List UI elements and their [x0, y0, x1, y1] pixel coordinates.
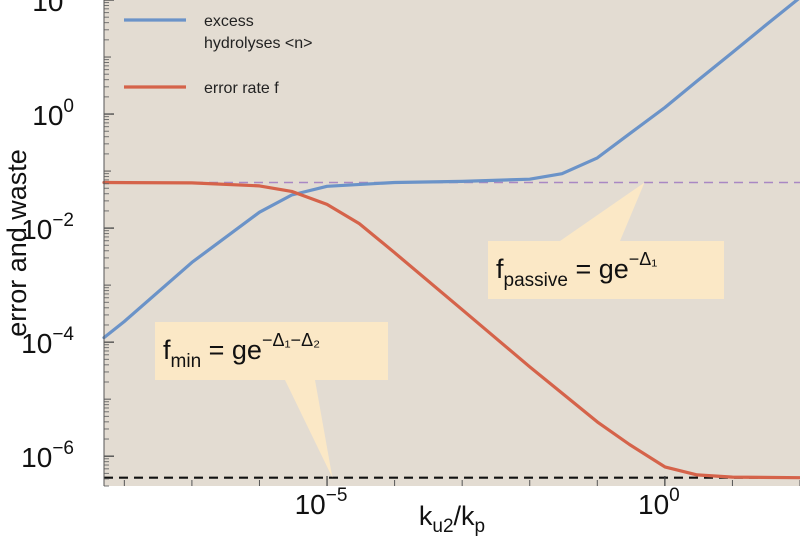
legend-label: excess [204, 13, 254, 30]
series-line-excess-hydrolyses [102, 0, 800, 340]
axes: 10−6 10−4 10−2 100 102 10−5 100 [21, 0, 800, 520]
y-tick-label: 10−2 [21, 210, 74, 245]
series-line-error-rate [102, 180, 800, 480]
legend-label: hydrolyses <n> [204, 35, 313, 52]
series-layer [102, 0, 800, 480]
y-axis-label: error and waste [2, 149, 32, 337]
y-tick-label: 10−6 [21, 438, 74, 473]
legend-entry: excess hydrolyses <n> [124, 13, 313, 52]
legend: excess hydrolyses <n> error rate f [124, 13, 313, 97]
annotation-pointer [560, 182, 645, 241]
x-tick-label: 10−5 [295, 485, 348, 520]
y-tick-label: 100 [32, 96, 74, 131]
annotation-box [488, 241, 724, 299]
legend-label: error rate f [204, 80, 279, 97]
x-axis-label: ku2/kp [419, 501, 485, 537]
annotation-box [155, 322, 388, 380]
annotations: fpassive = ge−Δ₁ fmin = ge−Δ₁−Δ₂ [155, 182, 724, 478]
y-tick-label: 10−4 [21, 324, 74, 359]
annotation-pointer [285, 380, 333, 478]
annotation-label: fpassive = ge−Δ₁ [496, 249, 657, 291]
annotation-label: fmin = ge−Δ₁−Δ₂ [163, 330, 320, 372]
annotation-f-min: fmin = ge−Δ₁−Δ₂ [155, 322, 388, 478]
annotation-f-passive: fpassive = ge−Δ₁ [488, 182, 724, 299]
x-tick-label: 100 [638, 485, 680, 520]
legend-entry: error rate f [124, 80, 279, 97]
y-tick-label: 102 [32, 0, 74, 17]
